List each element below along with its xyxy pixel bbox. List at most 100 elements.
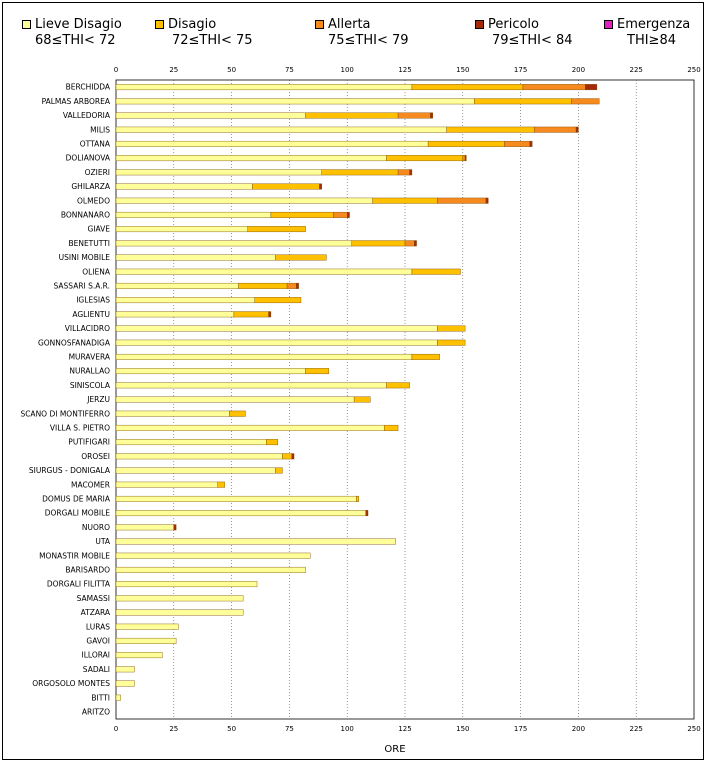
x-axis-title: ORE (384, 744, 405, 755)
category-label: BERCHIDDA (66, 83, 111, 92)
category-label: DORGALI MOBILE (45, 509, 111, 518)
category-label: ORGOSOLO MONTES (32, 679, 110, 688)
x-tick-label-top: 200 (572, 66, 585, 74)
bar-segment (115, 552, 311, 559)
bar-segment (115, 254, 276, 261)
legend-label-lieve-disagio: Lieve Disagio (35, 17, 122, 32)
x-tick-label-bottom: 150 (456, 725, 469, 733)
bar-segment (404, 240, 415, 247)
bar-segment (571, 98, 600, 105)
bar-segment (585, 84, 598, 91)
bar-segment (383, 424, 399, 431)
bar-segment (446, 126, 535, 133)
bar-segment (115, 410, 230, 417)
bar-segment (411, 353, 440, 360)
x-tick-label-top: 125 (398, 66, 411, 74)
legend-swatch-emergenza (604, 20, 613, 29)
bar-segment (115, 481, 218, 488)
category-label: GIAVE (87, 225, 110, 234)
bar-segment (115, 311, 235, 318)
category-label: MACOMER (71, 480, 110, 489)
category-label: MURAVERA (69, 353, 111, 362)
x-tick-label-bottom: 225 (630, 725, 643, 733)
bar-segment (115, 98, 475, 105)
bar-segment (333, 211, 348, 218)
bar-segment (115, 524, 174, 531)
bar-segment (115, 353, 413, 360)
category-label: SADALI (83, 665, 110, 674)
bar-segment (254, 297, 302, 304)
bar-segment (115, 112, 306, 119)
bar-segment (522, 84, 586, 91)
bar-segment (575, 126, 579, 133)
bar-segment (115, 84, 413, 91)
bar-segment (386, 382, 410, 389)
legend-swatch-disagio (155, 20, 164, 29)
bar-segment (115, 297, 255, 304)
legend: Lieve Disagio 68≤THI< 72 Disagio 72≤THI<… (0, 0, 708, 60)
bar-segment (115, 595, 244, 602)
x-tick-label-bottom: 175 (514, 725, 527, 733)
legend-label-allerta: Allerta (328, 17, 371, 32)
category-label: OLMEDO (77, 196, 110, 205)
category-label: SIURGUS - DONIGALA (29, 466, 111, 475)
legend-range-lieve-disagio: 68≤THI< 72 (35, 33, 116, 48)
bar-segment (115, 140, 429, 147)
category-label: DOLIANOVA (66, 154, 111, 163)
category-label: GHILARZA (71, 182, 110, 191)
bar-segment (266, 439, 279, 446)
bar-segment (115, 197, 373, 204)
category-label: OROSEI (81, 452, 110, 461)
bar-segment (115, 211, 272, 218)
bar-segment (437, 339, 466, 346)
legend-label-pericolo: Pericolo (488, 17, 539, 32)
bar-segment (305, 112, 399, 119)
category-label: BENETUTTI (68, 239, 110, 248)
bar-segment (115, 581, 258, 588)
legend-range-allerta: 75≤THI< 79 (328, 33, 409, 48)
bar-segment (115, 226, 248, 233)
bar-segment (386, 155, 463, 162)
legend-swatch-allerta (315, 20, 324, 29)
legend-range-emergenza: THI≥84 (627, 33, 676, 48)
bar-segment (115, 609, 244, 616)
x-tick-label-bottom: 250 (687, 725, 700, 733)
bar-segment (115, 623, 179, 630)
category-label: JERZU (86, 395, 110, 404)
bar-segment (291, 453, 295, 460)
x-tick-label-top: 100 (341, 66, 354, 74)
x-tick-label-top: 175 (514, 66, 527, 74)
bar-segment (247, 226, 306, 233)
category-label: SCANO DI MONTIFERRO (20, 409, 110, 418)
bar-segment (411, 268, 461, 275)
x-tick-label-top: 50 (227, 66, 236, 74)
bar-segment (529, 140, 533, 147)
bar-segment (351, 240, 406, 247)
legend-range-pericolo: 79≤THI< 84 (492, 33, 573, 48)
x-tick-label-top: 75 (285, 66, 294, 74)
category-label: UTA (95, 537, 110, 546)
x-tick-label-bottom: 75 (285, 725, 294, 733)
bar-segment (504, 140, 531, 147)
category-label: PALMAS ARBOREA (42, 97, 111, 106)
x-tick-label-bottom: 200 (572, 725, 585, 733)
category-label: DOMUS DE MARIA (42, 495, 111, 504)
category-label: OLIENA (82, 267, 111, 276)
bar-segment (437, 325, 466, 332)
x-tick-label-bottom: 50 (227, 725, 236, 733)
bar-segment (321, 169, 399, 176)
bar-segment (217, 481, 225, 488)
bar-segment (397, 112, 431, 119)
x-tick-label-top: 0 (114, 66, 118, 74)
category-label: ARITZO (82, 708, 110, 717)
bar-segment (115, 680, 135, 687)
bar-segment (305, 368, 329, 375)
category-label: GONNOSFANADIGA (38, 338, 111, 347)
bar-segment (474, 98, 572, 105)
bar-segment (534, 126, 577, 133)
category-label: LURAS (86, 622, 110, 631)
bar-segment (347, 211, 350, 218)
category-label: GAVOI (86, 637, 110, 646)
bar-segment (115, 325, 438, 332)
